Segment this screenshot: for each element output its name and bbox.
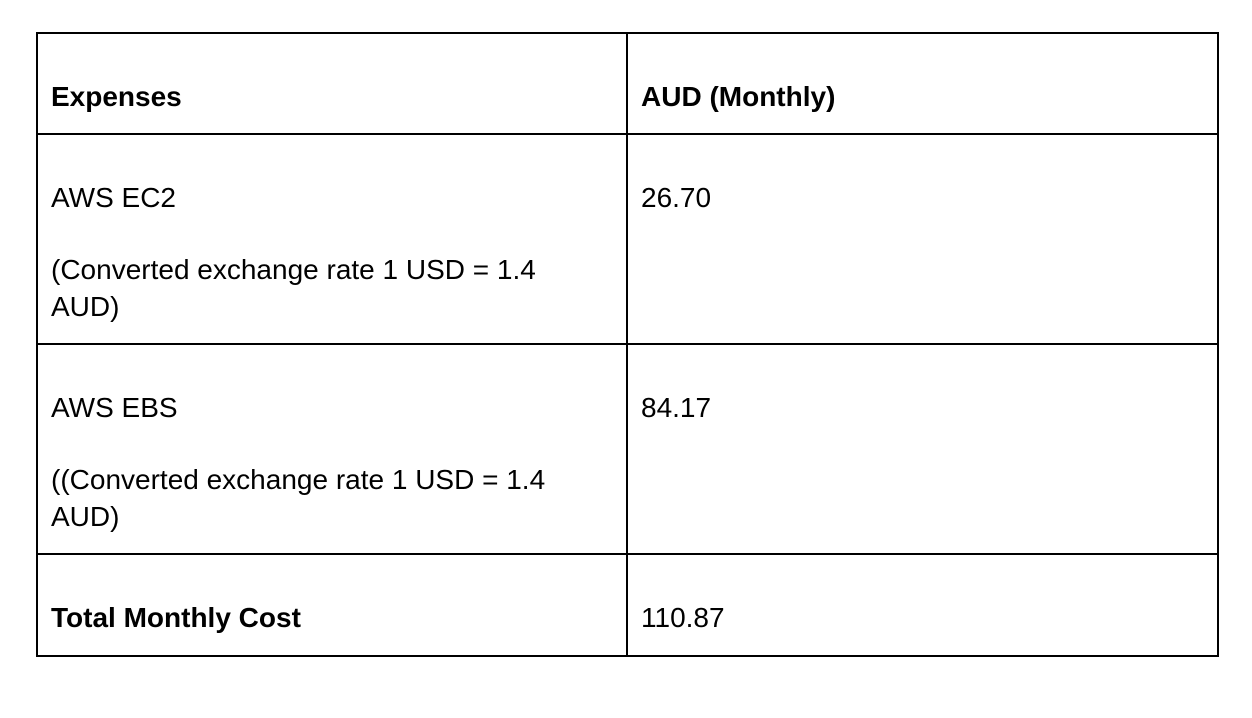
expenses-table: Expenses AUD (Monthly) AWS EC2 (Converte… [36,32,1219,657]
header-aud-monthly: AUD (Monthly) [626,32,1219,135]
expense-name: AWS EBS [51,392,178,423]
expense-name: AWS EC2 [51,182,176,213]
table-row: AWS EBS ((Converted exchange rate 1 USD … [36,343,1219,555]
expenses-table-container: Expenses AUD (Monthly) AWS EC2 (Converte… [36,32,1219,657]
amount-cell: 84.17 [626,343,1219,555]
header-expenses: Expenses [36,32,628,135]
total-label: Total Monthly Cost [36,553,628,657]
total-amount: 110.87 [626,553,1219,657]
table-row: AWS EC2 (Converted exchange rate 1 USD =… [36,133,1219,345]
expense-cell: AWS EBS ((Converted exchange rate 1 USD … [36,343,628,555]
amount-cell: 26.70 [626,133,1219,345]
total-row: Total Monthly Cost 110.87 [36,553,1219,657]
expense-note: (Converted exchange rate 1 USD = 1.4 AUD… [51,254,536,322]
expense-note: ((Converted exchange rate 1 USD = 1.4 AU… [51,464,546,532]
table-header-row: Expenses AUD (Monthly) [36,32,1219,135]
expense-cell: AWS EC2 (Converted exchange rate 1 USD =… [36,133,628,345]
